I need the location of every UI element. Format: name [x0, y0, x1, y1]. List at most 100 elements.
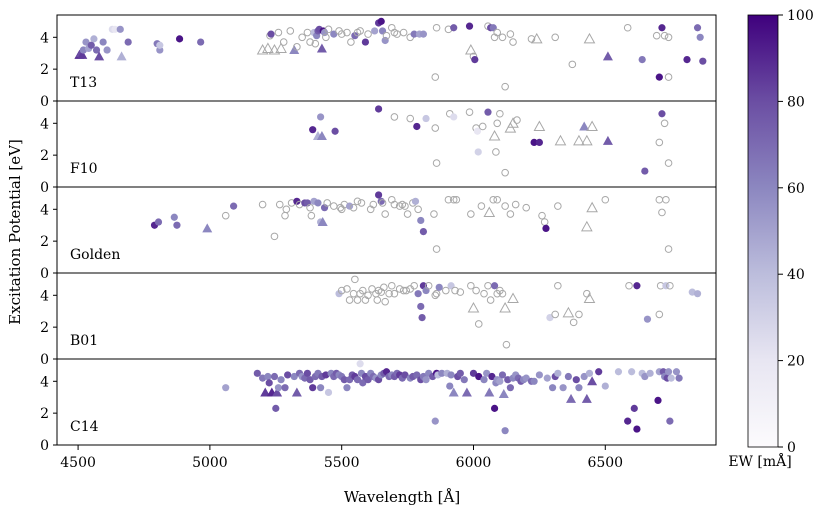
data-point-circle: [345, 296, 354, 304]
colorbar-tick-label: 80: [787, 94, 805, 110]
data-point-circle: [643, 315, 652, 323]
data-point-circle: [343, 384, 351, 392]
data-point-circle: [666, 417, 674, 425]
data-point-circle: [378, 27, 387, 35]
data-point-circle: [530, 377, 538, 385]
data-point-circle: [323, 199, 331, 207]
data-point-circle: [548, 384, 557, 392]
data-point-circle: [465, 22, 474, 30]
data-point-circle: [349, 203, 358, 212]
panel-label: F10: [70, 161, 98, 177]
data-point-circle: [410, 281, 418, 290]
data-point-circle: [456, 288, 465, 296]
data-point-circle: [450, 24, 458, 32]
data-point-circle: [380, 283, 388, 292]
data-point-circle: [601, 382, 609, 390]
y-tick-label: 2: [40, 234, 49, 250]
data-point-circle: [411, 197, 420, 205]
colorbar-gradient: [747, 14, 779, 448]
data-point-triangle: [580, 220, 593, 232]
data-point-circle: [460, 376, 468, 384]
data-point-circle: [693, 290, 702, 298]
data-point-circle: [624, 417, 632, 425]
data-point-circle: [173, 221, 181, 229]
data-point-circle: [580, 372, 588, 381]
data-point-circle: [473, 127, 482, 135]
data-point-circle: [430, 210, 438, 218]
x-axis: 4500 5000 5500 6000 6500: [60, 445, 623, 471]
data-point-circle: [390, 113, 399, 121]
data-point-circle: [469, 369, 478, 377]
data-point-circle: [664, 368, 673, 376]
y-tick-label: 4: [40, 288, 49, 304]
data-point-circle: [406, 114, 415, 123]
y-tick-label: 2: [40, 320, 49, 336]
data-point-circle: [641, 372, 649, 381]
panel-label: T13: [70, 75, 97, 91]
panel-t13: 0 2 4 T13: [40, 14, 717, 110]
data-point-circle: [501, 168, 509, 177]
data-point-circle: [317, 384, 325, 392]
data-point-circle: [451, 286, 459, 295]
data-point-circle: [478, 122, 487, 131]
y-tick-label: 0: [40, 180, 49, 196]
data-point-circle: [395, 285, 404, 293]
data-point-circle: [527, 35, 536, 43]
data-point-circle: [359, 379, 367, 387]
data-point-circle: [522, 203, 531, 212]
data-point-circle: [471, 55, 479, 64]
data-point-circle: [282, 205, 291, 214]
data-point-circle: [401, 371, 409, 379]
data-point-circle: [265, 379, 273, 387]
data-point-circle: [309, 384, 317, 392]
data-point-circle: [309, 126, 317, 134]
data-point-circle: [82, 38, 90, 46]
panel-b01: 0 2 4 B01: [40, 272, 717, 368]
data-point-triangle: [562, 306, 575, 318]
data-point-circle: [314, 199, 322, 207]
data-point-circle: [258, 200, 267, 209]
data-point-circle: [442, 286, 450, 295]
data-point-circle: [522, 374, 530, 382]
data-point-triangle: [507, 117, 519, 128]
data-point-circle: [667, 374, 675, 382]
data-point-circle: [569, 318, 578, 327]
data-point-triangle: [566, 393, 577, 403]
data-point-circle: [474, 320, 483, 328]
data-point-circle: [272, 404, 280, 412]
data-point-triangle: [580, 134, 593, 146]
data-point-circle: [377, 197, 385, 205]
data-point-circle: [474, 148, 482, 156]
data-point-circle: [419, 227, 428, 236]
data-point-circle: [675, 374, 683, 382]
data-point-circle: [417, 216, 425, 225]
data-point-circle: [154, 218, 163, 226]
data-point-circle: [538, 211, 546, 220]
data-point-circle: [625, 281, 633, 290]
data-point-circle: [353, 296, 362, 304]
data-point-triangle: [291, 387, 302, 397]
y-axis-label: Excitation Potential [eV]: [6, 139, 24, 325]
data-point-circle: [371, 27, 379, 35]
data-point-triangle: [498, 389, 509, 399]
data-point-circle: [513, 116, 521, 124]
data-point-circle: [655, 138, 664, 147]
data-point-circle: [475, 372, 483, 381]
data-point-circle: [401, 202, 409, 210]
data-point-circle: [496, 109, 504, 118]
data-point-circle: [501, 202, 509, 210]
data-point-triangle: [587, 376, 598, 386]
colorbar-label: EW [mÅ]: [728, 452, 791, 470]
y-tick-label: 0: [40, 266, 49, 282]
data-point-circle: [99, 38, 107, 46]
data-point-triangle: [202, 223, 213, 233]
y-tick-label: 4: [40, 202, 49, 218]
data-point-circle: [551, 33, 560, 42]
data-point-circle: [693, 24, 702, 32]
panel-label: B01: [70, 333, 98, 349]
data-point-circle: [435, 283, 443, 291]
data-point-triangle: [507, 292, 519, 303]
data-point-circle: [456, 369, 464, 377]
data-point-circle: [222, 384, 230, 392]
data-point-circle: [506, 30, 515, 38]
